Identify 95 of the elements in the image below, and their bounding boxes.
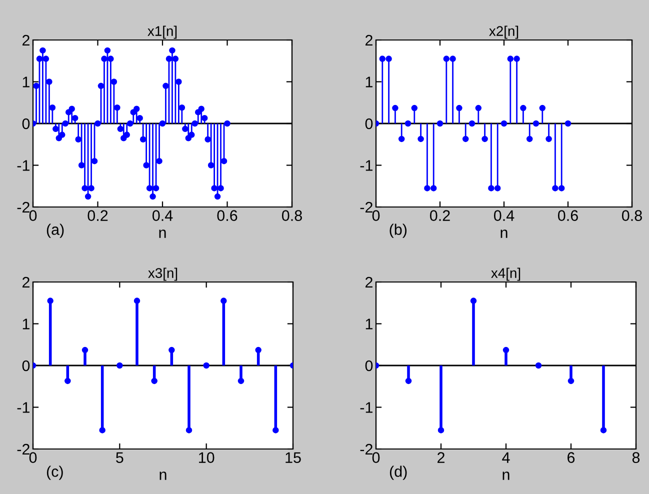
x-axis-title: n [159,230,166,238]
x-tick-label: 2 [438,452,444,463]
chart-title: x2[n] [489,26,518,39]
y-tick-label: 2 [22,276,30,288]
point [398,136,405,142]
x-tick-label: 0.4 [494,210,514,221]
y-tick-label: 0 [22,118,30,130]
point [255,346,262,354]
point [564,120,572,127]
x-tick-label: 0.6 [558,210,578,221]
point [558,185,565,192]
x-tick-label: 0.8 [622,210,642,221]
point [404,120,412,127]
y-tick-label: 1 [366,318,372,330]
point [424,185,430,192]
y-tick-label: -2 [360,202,372,213]
chart-title: x1[n] [148,26,177,39]
text: (b) [390,224,407,238]
y-tick-label: 2 [22,34,30,46]
point [411,104,418,112]
point [168,346,175,354]
point [600,427,607,434]
point [502,346,510,354]
x-tick-label: 0.8 [282,210,302,221]
point [462,136,469,142]
point [430,185,437,192]
x-tick-label: 0.4 [152,210,173,221]
x-tick-label: 15 [286,452,301,463]
point [64,378,71,384]
y-tick-label: 0 [365,118,373,130]
point [500,120,508,127]
x-tick-label: 0.2 [430,210,450,221]
point [546,136,552,142]
text: (d) [390,466,407,480]
chart-title: x4[n] [491,268,520,281]
point [99,427,106,434]
point [532,120,540,127]
point [470,298,477,304]
text: (c) [46,466,63,480]
point [456,104,462,112]
point [443,56,450,62]
point [238,378,244,384]
y-tick-label: -1 [17,402,30,413]
point [520,104,526,112]
point [475,104,482,112]
y-tick-label: 1 [366,76,372,88]
point [392,104,398,112]
point [220,298,227,304]
point [134,298,140,304]
x-axis-title: n [160,472,166,480]
x-tick-label: 0.2 [88,210,108,221]
x-tick-label: 6 [568,452,575,463]
y-tick-label: 0 [365,360,373,372]
text: (a) [46,224,64,238]
point [418,136,424,142]
point [272,427,279,434]
point [405,378,412,384]
y-tick-label: -2 [17,444,30,455]
x-tick-label: 10 [199,452,214,463]
x-axis-title: n [500,230,508,238]
y-tick-label: 1 [22,318,30,330]
point [186,427,192,434]
x-tick-label: 5 [116,452,124,463]
point [386,56,392,62]
point [507,56,514,62]
point [436,120,444,127]
point [482,136,488,142]
point [568,378,574,384]
y-tick-label: -1 [17,160,30,171]
point [488,185,494,192]
point [552,185,558,192]
point [468,120,476,127]
point [526,136,533,142]
point [514,56,520,62]
point [379,56,386,62]
y-tick-label: 1 [22,76,30,88]
point [47,298,54,304]
point [494,185,501,192]
y-tick-label: 2 [365,276,372,288]
y-tick-label: -2 [360,444,372,455]
point [539,104,546,112]
y-tick-label: -1 [360,402,372,413]
x-axis-title: n [502,472,510,480]
y-tick-label: 2 [365,34,372,46]
x-tick-label: 4 [502,452,510,463]
y-tick-label: -2 [17,202,30,213]
chart-title: x3[n] [148,268,178,281]
point [450,56,456,62]
point [82,346,88,354]
point [151,378,158,384]
x-tick-label: 0.6 [217,210,238,221]
x-tick-label: 8 [632,452,640,463]
point [438,427,444,434]
y-tick-label: 0 [22,360,30,372]
y-tick-label: -1 [360,160,372,171]
